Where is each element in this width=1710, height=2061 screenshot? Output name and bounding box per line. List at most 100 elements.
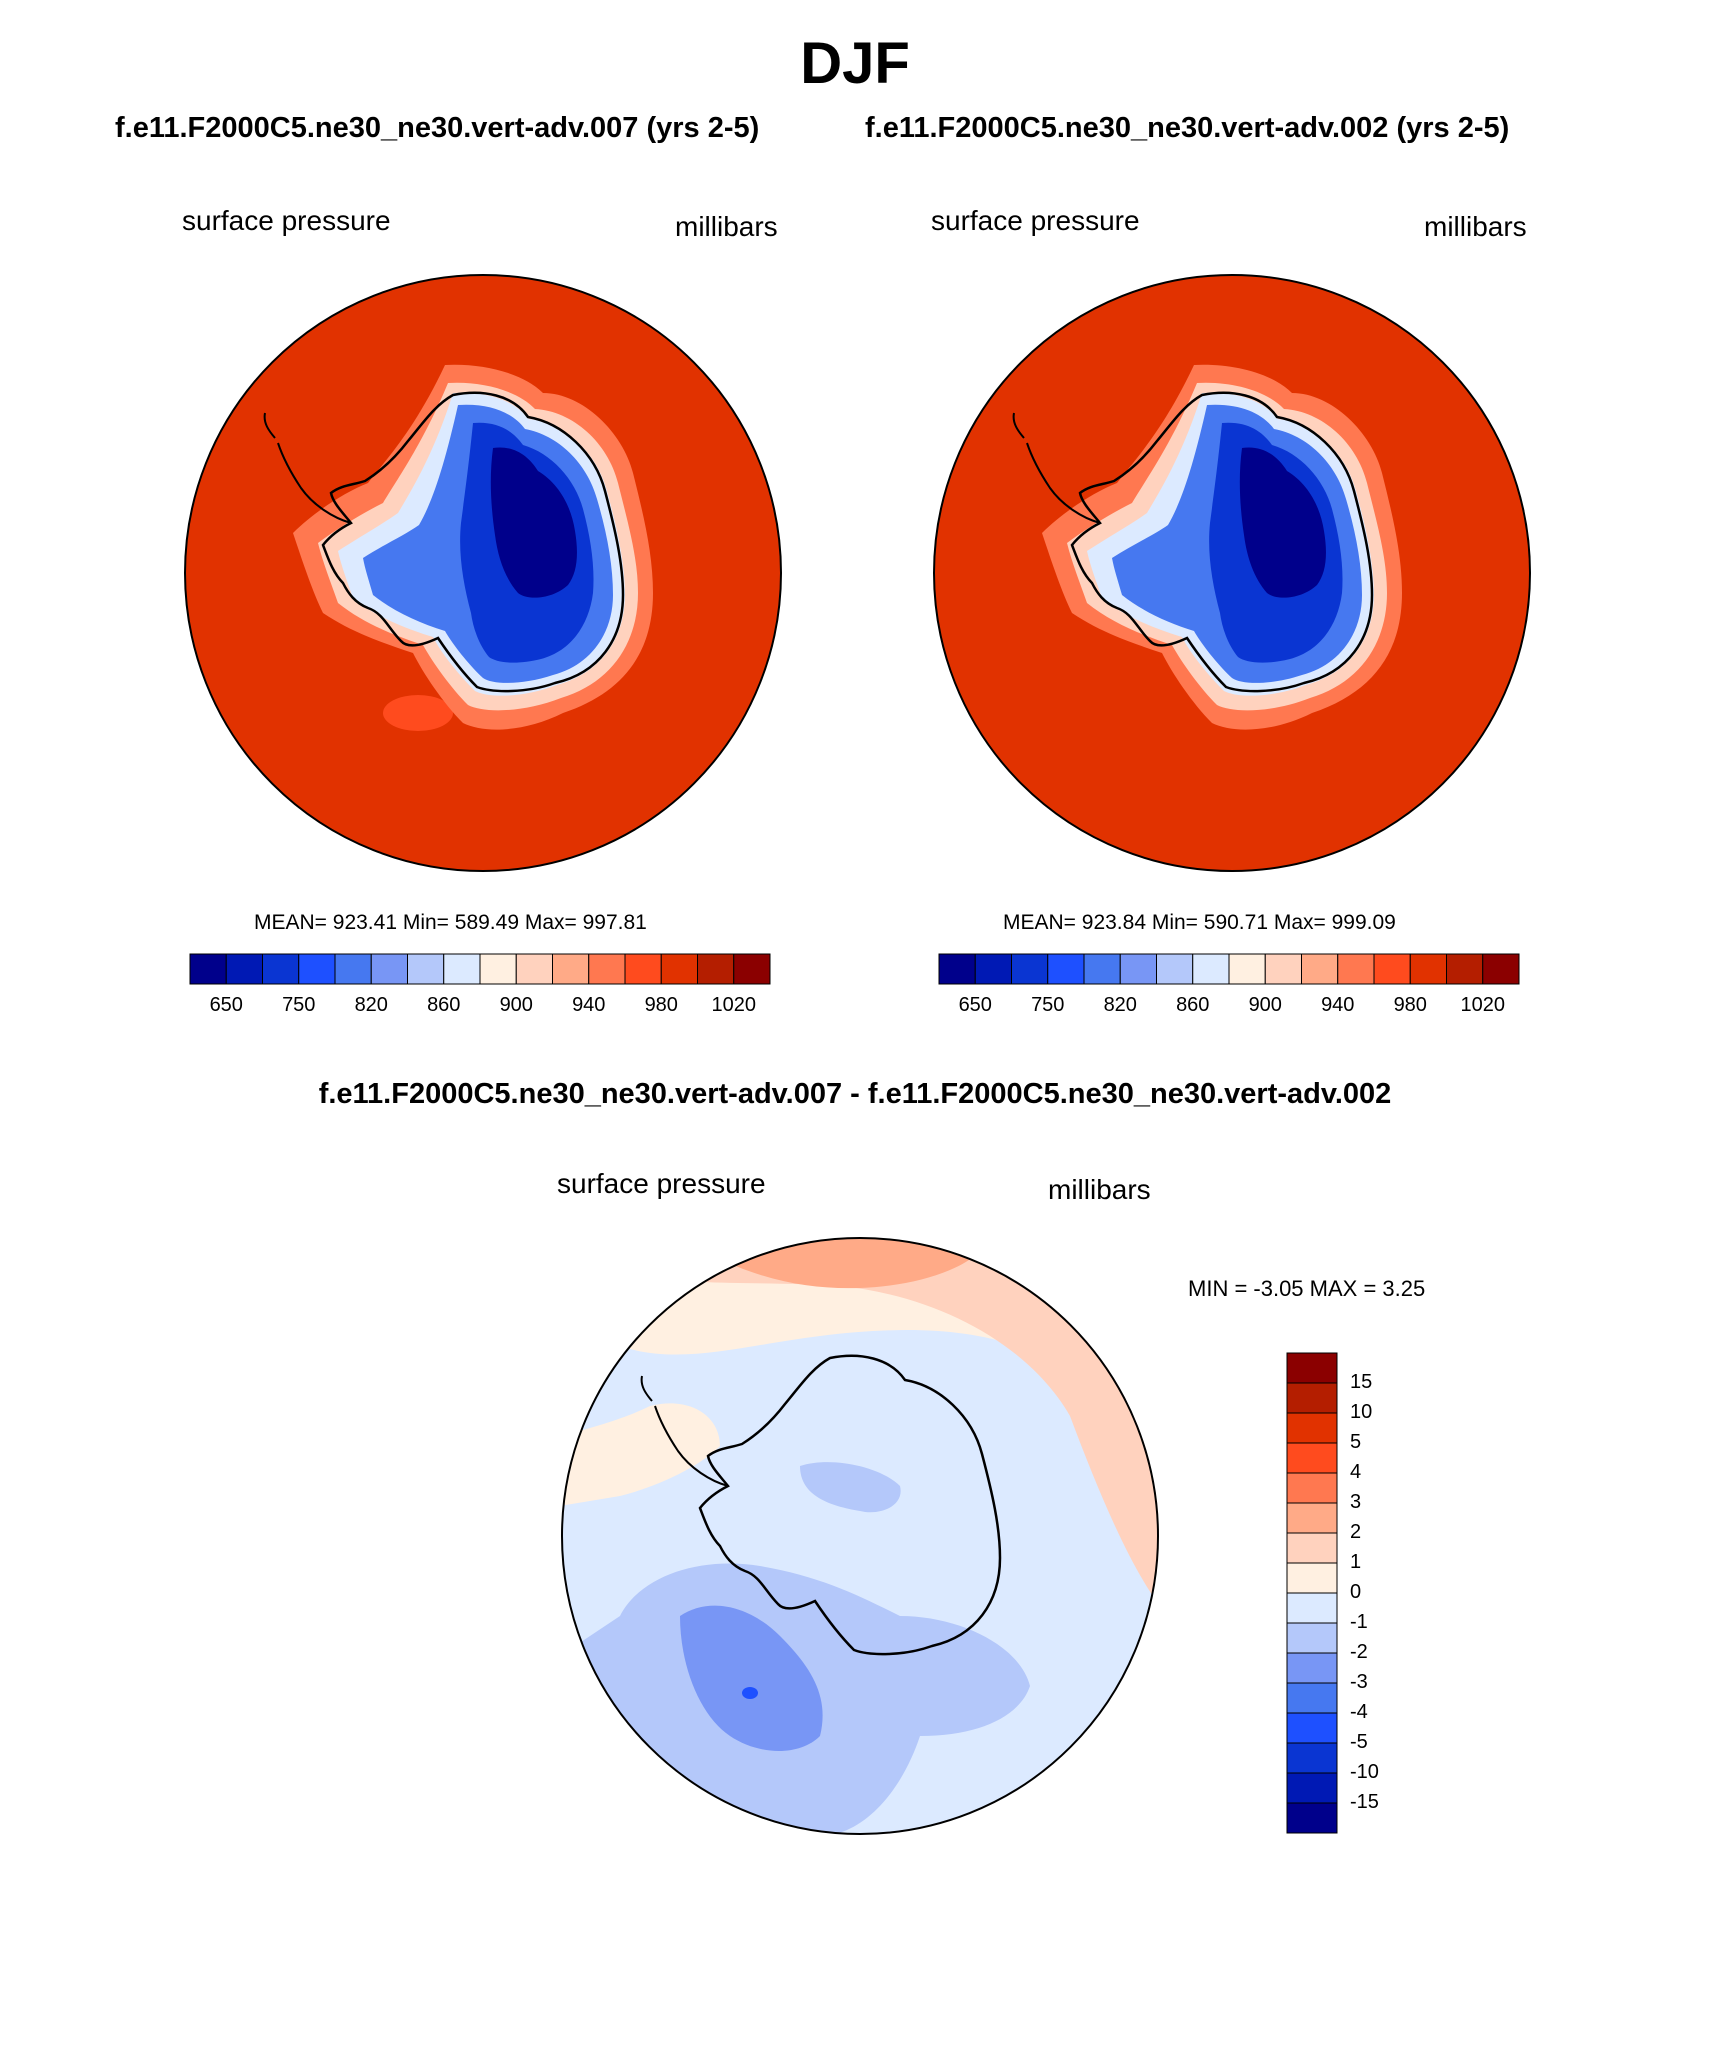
right-variable-label: surface pressure bbox=[931, 205, 1140, 236]
colorbar-swatch bbox=[1286, 1622, 1338, 1654]
difference-colorbar-ticks: 15 10 5 4 3 2 1 0 -1 -2 -3 -4 -5 -10 -15 bbox=[1350, 1353, 1430, 1833]
ice-sheet-plateau bbox=[490, 447, 577, 598]
colorbar-tick-label: 10 bbox=[1350, 1401, 1373, 1423]
colorbar-tick-label: -10 bbox=[1350, 1761, 1379, 1783]
negative-anomaly-ice bbox=[800, 1462, 901, 1513]
colorbar-swatch bbox=[1192, 953, 1230, 985]
colorbar-swatch bbox=[1228, 953, 1266, 985]
colorbar-tick-label: 15 bbox=[1350, 1371, 1373, 1393]
colorbar-swatch bbox=[1083, 953, 1121, 985]
colorbar-tick-label: 1020 bbox=[711, 994, 757, 1016]
colorbar-swatch bbox=[479, 953, 517, 985]
colorbar-swatch bbox=[1286, 1712, 1338, 1744]
negative-anomaly-core bbox=[680, 1605, 823, 1751]
colorbar-tick-label: 820 bbox=[1103, 994, 1137, 1016]
colorbar-tick-label: 5 bbox=[1350, 1431, 1362, 1453]
left-panel-case-title: f.e11.F2000C5.ne30_ne30.vert-adv.007 (yr… bbox=[115, 112, 760, 144]
low-pressure-patch bbox=[383, 695, 453, 731]
colorbar-tick-label: 980 bbox=[644, 994, 678, 1016]
colorbar-tick-label: -15 bbox=[1350, 1791, 1379, 1813]
colorbar-swatch bbox=[1286, 1382, 1338, 1414]
right-colorbar-ticks: 650 750 820 860 900 940 980 1020 bbox=[939, 994, 1519, 1022]
colorbar-tick-label: 900 bbox=[499, 994, 533, 1016]
colorbar-tick-label: -2 bbox=[1350, 1641, 1368, 1663]
right-units-label: millibars bbox=[1424, 211, 1527, 242]
colorbar-tick-label: 1020 bbox=[1460, 994, 1506, 1016]
colorbar-swatch bbox=[189, 953, 227, 985]
colorbar-tick-label: 900 bbox=[1248, 994, 1282, 1016]
right-colorbar bbox=[938, 953, 1520, 985]
colorbar-swatch bbox=[974, 953, 1012, 985]
colorbar-tick-label: 860 bbox=[427, 994, 461, 1016]
difference-title: f.e11.F2000C5.ne30_ne30.vert-adv.007 - f… bbox=[318, 1078, 1392, 1110]
colorbar-tick-label: 750 bbox=[282, 994, 316, 1016]
colorbar-swatch bbox=[1119, 953, 1157, 985]
difference-units-label: millibars bbox=[1048, 1174, 1151, 1205]
colorbar-swatch bbox=[588, 953, 626, 985]
colorbar-swatch bbox=[660, 953, 698, 985]
colorbar-swatch bbox=[1286, 1352, 1338, 1384]
colorbar-tick-label: 650 bbox=[958, 994, 992, 1016]
difference-polar-map bbox=[561, 1237, 1159, 1835]
colorbar-swatch bbox=[1482, 953, 1520, 985]
peninsula-coastline bbox=[1012, 412, 1101, 524]
colorbar-tick-label: -5 bbox=[1350, 1731, 1368, 1753]
colorbar-swatch bbox=[1286, 1652, 1338, 1684]
peninsula-coastline bbox=[263, 412, 352, 524]
colorbar-swatch bbox=[334, 953, 372, 985]
colorbar-swatch bbox=[443, 953, 481, 985]
left-colorbar-ticks: 650 750 820 860 900 940 980 1020 bbox=[190, 994, 770, 1022]
colorbar-swatch bbox=[515, 953, 553, 985]
left-colorbar bbox=[189, 953, 771, 985]
difference-minmax: MIN = -3.05 MAX = 3.25 bbox=[1188, 1276, 1426, 1301]
colorbar-swatch bbox=[1301, 953, 1339, 985]
colorbar-tick-label: -1 bbox=[1350, 1611, 1368, 1633]
colorbar-tick-label: -3 bbox=[1350, 1671, 1368, 1693]
colorbar-tick-label: -4 bbox=[1350, 1701, 1368, 1723]
right-map-boundary bbox=[933, 274, 1531, 872]
peninsula-coastline bbox=[640, 1375, 729, 1487]
left-variable-label: surface pressure bbox=[182, 205, 391, 236]
right-panel-case-title: f.e11.F2000C5.ne30_ne30.vert-adv.002 (yr… bbox=[865, 112, 1510, 144]
colorbar-swatch bbox=[1264, 953, 1302, 985]
colorbar-tick-label: 1 bbox=[1350, 1551, 1362, 1573]
colorbar-tick-label: 860 bbox=[1176, 994, 1210, 1016]
colorbar-swatch bbox=[1286, 1682, 1338, 1714]
colorbar-swatch bbox=[552, 953, 590, 985]
season-title: DJF bbox=[800, 31, 910, 96]
colorbar-tick-label: 3 bbox=[1350, 1491, 1362, 1513]
colorbar-swatch bbox=[1286, 1472, 1338, 1504]
right-polar-map bbox=[933, 274, 1531, 872]
colorbar-swatch bbox=[1286, 1802, 1338, 1834]
negative-anomaly-minimum bbox=[742, 1687, 758, 1699]
antarctica-coastline bbox=[698, 1354, 1002, 1656]
colorbar-swatch bbox=[1286, 1742, 1338, 1774]
ice-sheet-plateau bbox=[1239, 447, 1326, 598]
positive-anomaly-strong bbox=[640, 1238, 1158, 1606]
colorbar-swatch bbox=[1286, 1442, 1338, 1474]
colorbar-swatch bbox=[1047, 953, 1085, 985]
left-map-boundary bbox=[184, 274, 782, 872]
difference-colorbar bbox=[1286, 1352, 1338, 1834]
antarctica-coastline bbox=[321, 391, 625, 693]
left-polar-map bbox=[184, 274, 782, 872]
colorbar-swatch bbox=[1337, 953, 1375, 985]
colorbar-swatch bbox=[225, 953, 263, 985]
right-map-stats: MEAN= 923.84 Min= 590.71 Max= 999.09 bbox=[1003, 911, 1396, 934]
left-map-stats: MEAN= 923.41 Min= 589.49 Max= 997.81 bbox=[254, 911, 647, 934]
colorbar-tick-label: 940 bbox=[572, 994, 606, 1016]
colorbar-swatch bbox=[298, 953, 336, 985]
colorbar-tick-label: 980 bbox=[1393, 994, 1427, 1016]
colorbar-swatch bbox=[1286, 1412, 1338, 1444]
positive-anomaly-west bbox=[562, 1403, 720, 1506]
colorbar-tick-label: 940 bbox=[1321, 994, 1355, 1016]
colorbar-tick-label: 650 bbox=[209, 994, 243, 1016]
colorbar-tick-label: 0 bbox=[1350, 1581, 1362, 1603]
colorbar-swatch bbox=[370, 953, 408, 985]
difference-map-boundary bbox=[561, 1237, 1159, 1835]
colorbar-swatch bbox=[938, 953, 976, 985]
colorbar-swatch bbox=[1409, 953, 1447, 985]
colorbar-swatch bbox=[1373, 953, 1411, 985]
colorbar-tick-label: 750 bbox=[1031, 994, 1065, 1016]
difference-variable-label: surface pressure bbox=[557, 1168, 766, 1199]
